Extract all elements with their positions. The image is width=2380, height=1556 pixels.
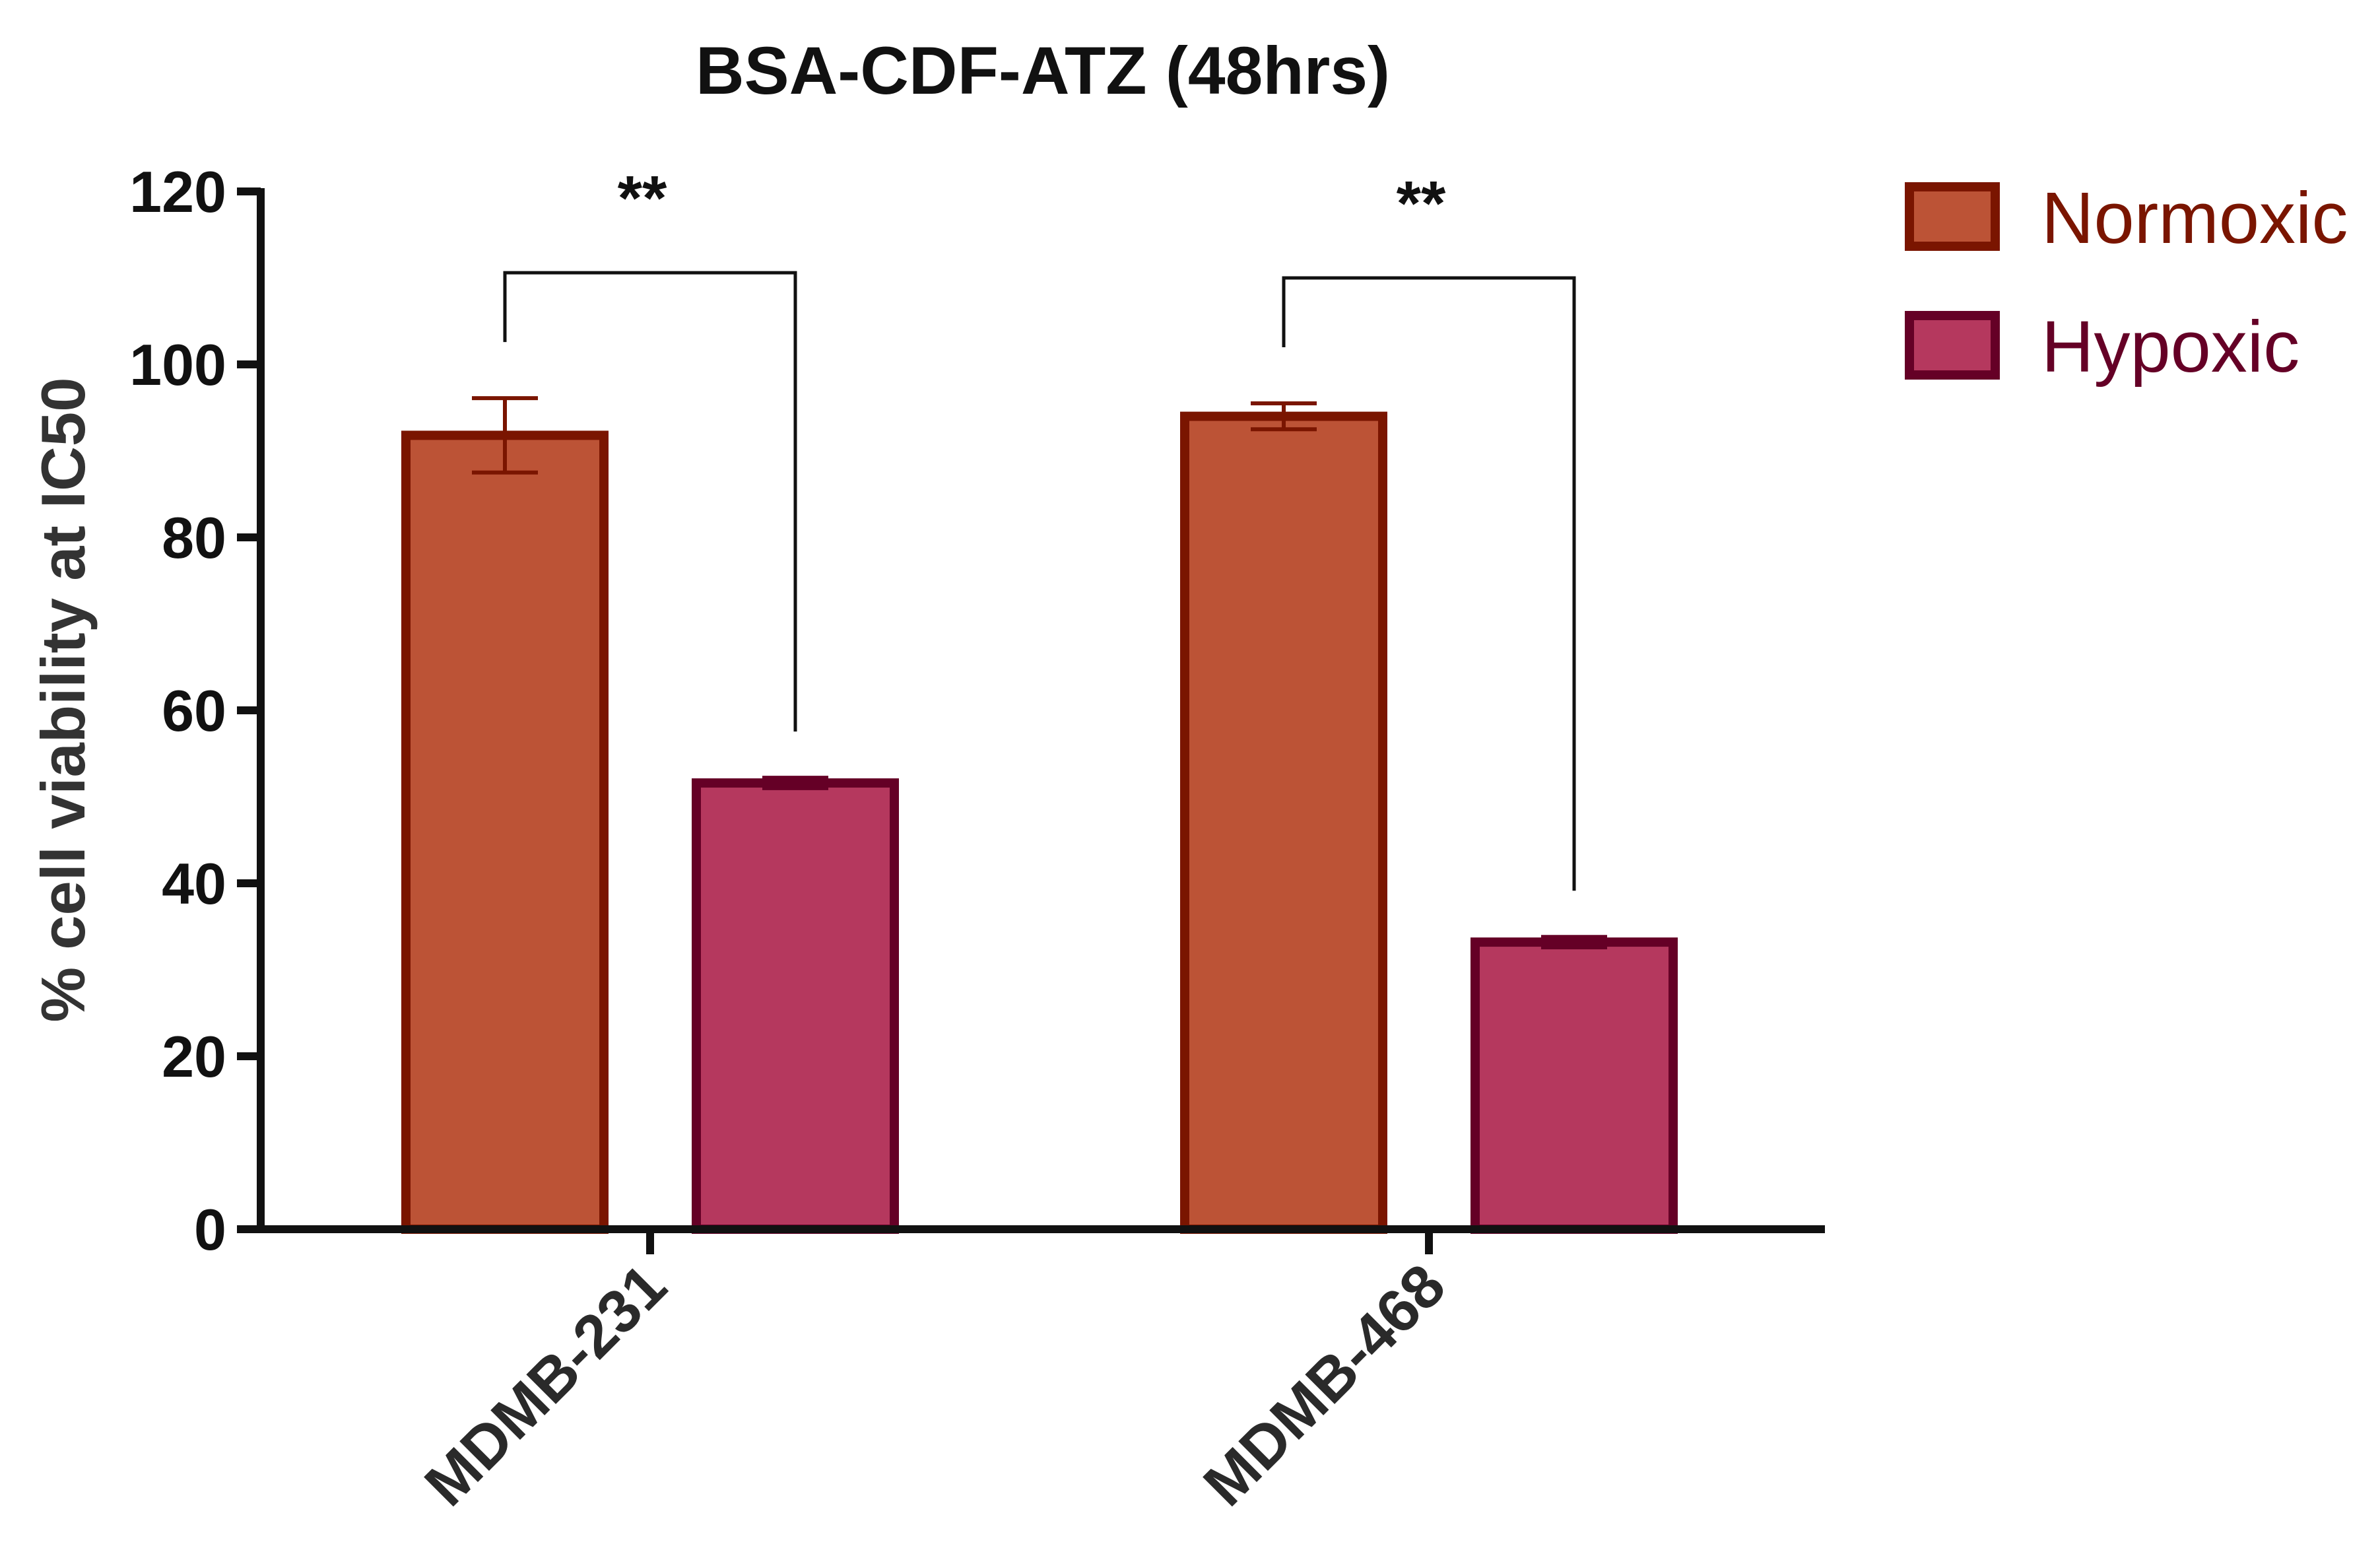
error-bar <box>472 396 538 475</box>
legend: Normoxic Hypoxic <box>1905 178 2348 388</box>
y-tick-label: 40 <box>162 851 226 916</box>
significance-bracket <box>503 271 797 732</box>
y-tick-label: 100 <box>129 332 226 397</box>
error-bar <box>1251 401 1317 432</box>
bar-normoxic-mdmb-231 <box>401 430 609 1234</box>
legend-label-hypoxic: Hypoxic <box>2041 306 2299 388</box>
y-tick-label: 80 <box>162 505 226 570</box>
legend-label-normoxic: Normoxic <box>2041 178 2348 259</box>
bar-normoxic-mdmb-468 <box>1180 411 1387 1234</box>
x-tick-label: MDMB-468 <box>1191 1252 1458 1519</box>
y-tick-label: 60 <box>162 678 226 743</box>
bar-hypoxic-mdmb-231 <box>692 778 899 1235</box>
y-tick-label: 0 <box>194 1197 226 1262</box>
plot-area: 0 20 40 60 80 100 120 ** ** MDMB-231 MDMB-468 <box>129 159 1825 1519</box>
error-bar <box>1541 935 1607 949</box>
legend-swatch-normoxic <box>1905 182 2000 251</box>
significance-label: ** <box>618 163 667 234</box>
error-bar <box>762 776 828 790</box>
y-tick-label: 20 <box>162 1024 226 1089</box>
x-tick-label: MDMB-231 <box>412 1252 679 1519</box>
legend-swatch-hypoxic <box>1905 311 2000 380</box>
significance-label: ** <box>1397 168 1446 239</box>
bar-hypoxic-mdmb-468 <box>1471 937 1678 1234</box>
significance-bracket <box>1282 276 1576 891</box>
y-axis-label: % cell viability at IC50 <box>28 378 98 1023</box>
y-tick-label: 120 <box>129 159 226 224</box>
chart-title: BSA-CDF-ATZ (48hrs) <box>696 33 1390 108</box>
